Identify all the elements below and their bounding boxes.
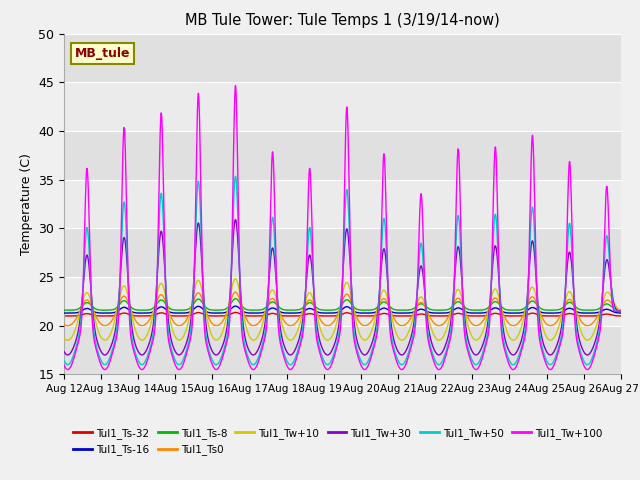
Bar <box>64 326 621 374</box>
Legend: Tul1_Ts-32, Tul1_Ts-16, Tul1_Ts-8, Tul1_Ts0, Tul1_Tw+10, Tul1_Tw+30, Tul1_Tw+50,: Tul1_Ts-32, Tul1_Ts-16, Tul1_Ts-8, Tul1_… <box>69 424 606 459</box>
Y-axis label: Temperature (C): Temperature (C) <box>20 153 33 255</box>
Bar <box>64 131 621 180</box>
Title: MB Tule Tower: Tule Temps 1 (3/19/14-now): MB Tule Tower: Tule Temps 1 (3/19/14-now… <box>185 13 500 28</box>
Bar <box>64 277 621 326</box>
Bar <box>64 82 621 131</box>
Bar <box>64 228 621 277</box>
Text: MB_tule: MB_tule <box>75 47 131 60</box>
Bar <box>64 180 621 228</box>
Bar <box>64 34 621 82</box>
